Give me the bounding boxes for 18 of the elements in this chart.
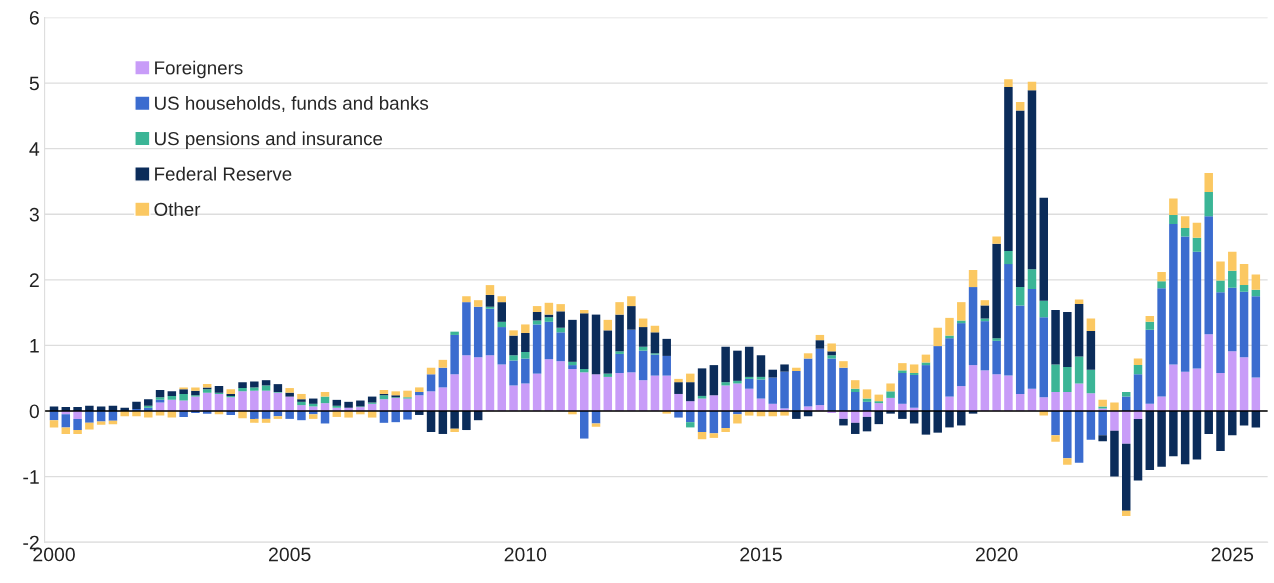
x-tick-label: 2015 [740, 547, 782, 562]
y-tick-label: 6 [29, 10, 39, 25]
x-tick-label: 2010 [504, 547, 547, 562]
x-tick-label: 2020 [975, 547, 1018, 562]
legend-label: Other [154, 202, 201, 217]
y-tick-label: -1 [23, 470, 39, 484]
legend-label: US pensions and insurance [155, 131, 383, 149]
y-tick-label: 5 [29, 76, 39, 91]
y-tick-label: 0 [29, 404, 39, 419]
x-tick-label: 2005 [269, 547, 311, 562]
y-tick-label: 1 [30, 339, 39, 353]
legend-label: US households, funds and banks [155, 96, 429, 113]
y-tick-label: 2 [29, 273, 39, 287]
legend-label: Foreigners [155, 60, 243, 79]
x-tick-label: 2025 [1211, 547, 1254, 562]
legend-label: Federal Reserve [155, 166, 292, 181]
y-tick-label: 3 [29, 207, 39, 222]
y-tick-label: 4 [29, 142, 40, 156]
